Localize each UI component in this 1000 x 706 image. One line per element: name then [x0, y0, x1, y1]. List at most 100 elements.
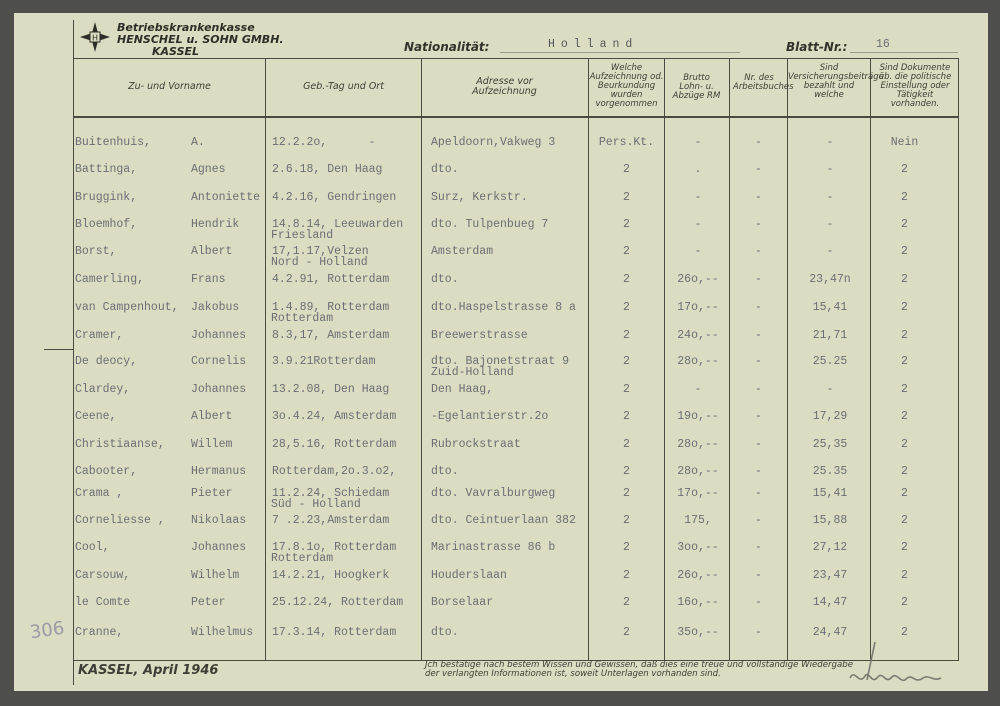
- sheet-number-label: Blatt-Nr.:: [786, 40, 848, 54]
- workbook-number: -: [755, 383, 762, 396]
- workbook-number: -: [755, 163, 762, 176]
- workbook-number: -: [755, 301, 762, 314]
- political-documents: 2: [901, 569, 908, 582]
- birth-date-place: 28,5.16, Rotterdam: [272, 438, 397, 451]
- first-name: Antoniette: [191, 191, 261, 204]
- workbook-number: -: [755, 218, 762, 231]
- record-type: 2: [623, 273, 630, 286]
- birth-date-place: 13.2.08, Den Haag: [272, 383, 390, 396]
- political-documents: 2: [901, 596, 908, 609]
- surname: Camerling,: [75, 273, 145, 286]
- record-type: 2: [623, 541, 630, 554]
- gross-wage: -: [694, 136, 702, 149]
- record-type: 2: [623, 191, 630, 204]
- birth-date-place: 3.9.21Rotterdam: [272, 355, 376, 368]
- insurance-contributions: 25.25: [812, 355, 848, 368]
- political-documents: 2: [901, 329, 908, 342]
- letterhead-line2: HENSCHEL u. SOHN GMBH.: [117, 33, 284, 46]
- insurance-contributions: 23,47n: [809, 273, 851, 286]
- address: Borselaar: [431, 596, 494, 609]
- gross-wage: -: [694, 218, 702, 231]
- political-documents: 2: [901, 273, 908, 286]
- address: dto.: [431, 273, 459, 286]
- record-type: 2: [623, 383, 630, 396]
- column-header-workbook: Nr. des Arbeitsbuches: [733, 73, 794, 92]
- workbook-number: -: [755, 136, 762, 149]
- record-type: 2: [623, 514, 630, 527]
- record-type: 2: [623, 301, 630, 314]
- surname: Corneliesse ,: [75, 514, 165, 527]
- insurance-contributions: 25.35: [812, 465, 848, 478]
- insurance-contributions: 27,12: [812, 541, 848, 554]
- political-documents: 2: [901, 626, 908, 639]
- gross-wage: 28o,--: [677, 438, 719, 451]
- first-name: Johannes: [191, 329, 247, 342]
- gross-wage: 17o,--: [677, 487, 719, 500]
- address: Surz, Kerkstr.: [431, 191, 528, 204]
- address: Apeldoorn,Vakweg 3: [431, 136, 556, 149]
- declaration-line1: Jch bestätige nach bestem Wissen und Gew…: [425, 660, 854, 670]
- insurance-contributions: 25,35: [812, 438, 848, 451]
- declaration-line2: der verlangten Informationen ist, soweit…: [425, 669, 721, 679]
- column-header-record: Welche Aufzeichnung od. Beurkundung wurd…: [589, 63, 664, 109]
- workbook-number: -: [755, 465, 762, 478]
- gross-wage: -: [694, 191, 702, 204]
- workbook-number: -: [755, 329, 762, 342]
- birth-region: Nord - Holland: [271, 256, 368, 269]
- workbook-number: -: [755, 514, 762, 527]
- record-type: 2: [623, 569, 630, 582]
- workbook-number: -: [755, 569, 762, 582]
- surname: Battinga,: [75, 163, 138, 176]
- surname: Cramer,: [75, 329, 124, 342]
- insurance-contributions: -: [826, 245, 834, 258]
- gross-wage: 24o,--: [677, 329, 719, 342]
- surname: Christiaanse,: [75, 438, 165, 451]
- column-header-insurance: Sind Versicherungsbeiträge bezahlt und w…: [788, 63, 884, 100]
- first-name: Albert: [191, 245, 233, 258]
- political-documents: 2: [901, 218, 908, 231]
- record-type: 2: [623, 410, 630, 423]
- address: -Egelantierstr.2o: [431, 410, 549, 423]
- workbook-number: -: [755, 191, 762, 204]
- birth-date-place: 17.8.1o, Rotterdam: [272, 541, 397, 554]
- nationality-label: Nationalität:: [404, 40, 490, 54]
- birth-date-place: 3o.4.24, Amsterdam: [272, 410, 397, 423]
- birth-date-place: 1.4.89, Rotterdam: [272, 301, 390, 314]
- address: Breewerstrasse: [431, 329, 528, 342]
- surname: Buitenhuis,: [75, 136, 151, 149]
- address: dto.Haspelstrasse 8 a: [431, 301, 576, 314]
- political-documents: 2: [901, 301, 908, 314]
- insurance-contributions: 15,41: [812, 301, 848, 314]
- place-date: KASSEL, April 1946: [78, 663, 219, 678]
- workbook-number: -: [755, 596, 762, 609]
- birth-date-place: 17,1.17,Velzen: [272, 245, 369, 258]
- birth-date-place: Rotterdam,2o.3.o2,: [272, 465, 397, 478]
- birth-date-place: 25.12.24, Rotterdam: [272, 596, 404, 609]
- document-sheet: [14, 13, 988, 691]
- political-documents: 2: [901, 383, 908, 396]
- record-type: 2: [623, 465, 630, 478]
- address-region: Zuid-Holland: [431, 366, 514, 379]
- svg-text:H: H: [92, 34, 98, 43]
- insurance-contributions: -: [826, 191, 834, 204]
- birth-date-place: 7 .2.23,Amsterdam: [272, 514, 390, 527]
- first-name: Agnes: [191, 163, 226, 176]
- address: dto.: [431, 626, 459, 639]
- record-type: 2: [623, 163, 630, 176]
- workbook-number: -: [755, 410, 762, 423]
- insurance-contributions: 23,47: [812, 569, 848, 582]
- first-name: Wilhelm: [191, 569, 240, 582]
- insurance-contributions: 14,47: [812, 596, 848, 609]
- first-name: Peter: [191, 596, 226, 609]
- workbook-number: -: [755, 355, 762, 368]
- letterhead-line3: KASSEL: [152, 45, 200, 58]
- political-documents: 2: [901, 245, 908, 258]
- address: Amsterdam: [431, 245, 494, 258]
- political-documents: 2: [901, 465, 908, 478]
- political-documents: 2: [901, 410, 908, 423]
- political-documents: 2: [901, 514, 908, 527]
- gross-wage: 28o,--: [677, 465, 719, 478]
- record-type: 2: [623, 245, 630, 258]
- workbook-number: -: [755, 626, 762, 639]
- surname: Carsouw,: [75, 569, 131, 582]
